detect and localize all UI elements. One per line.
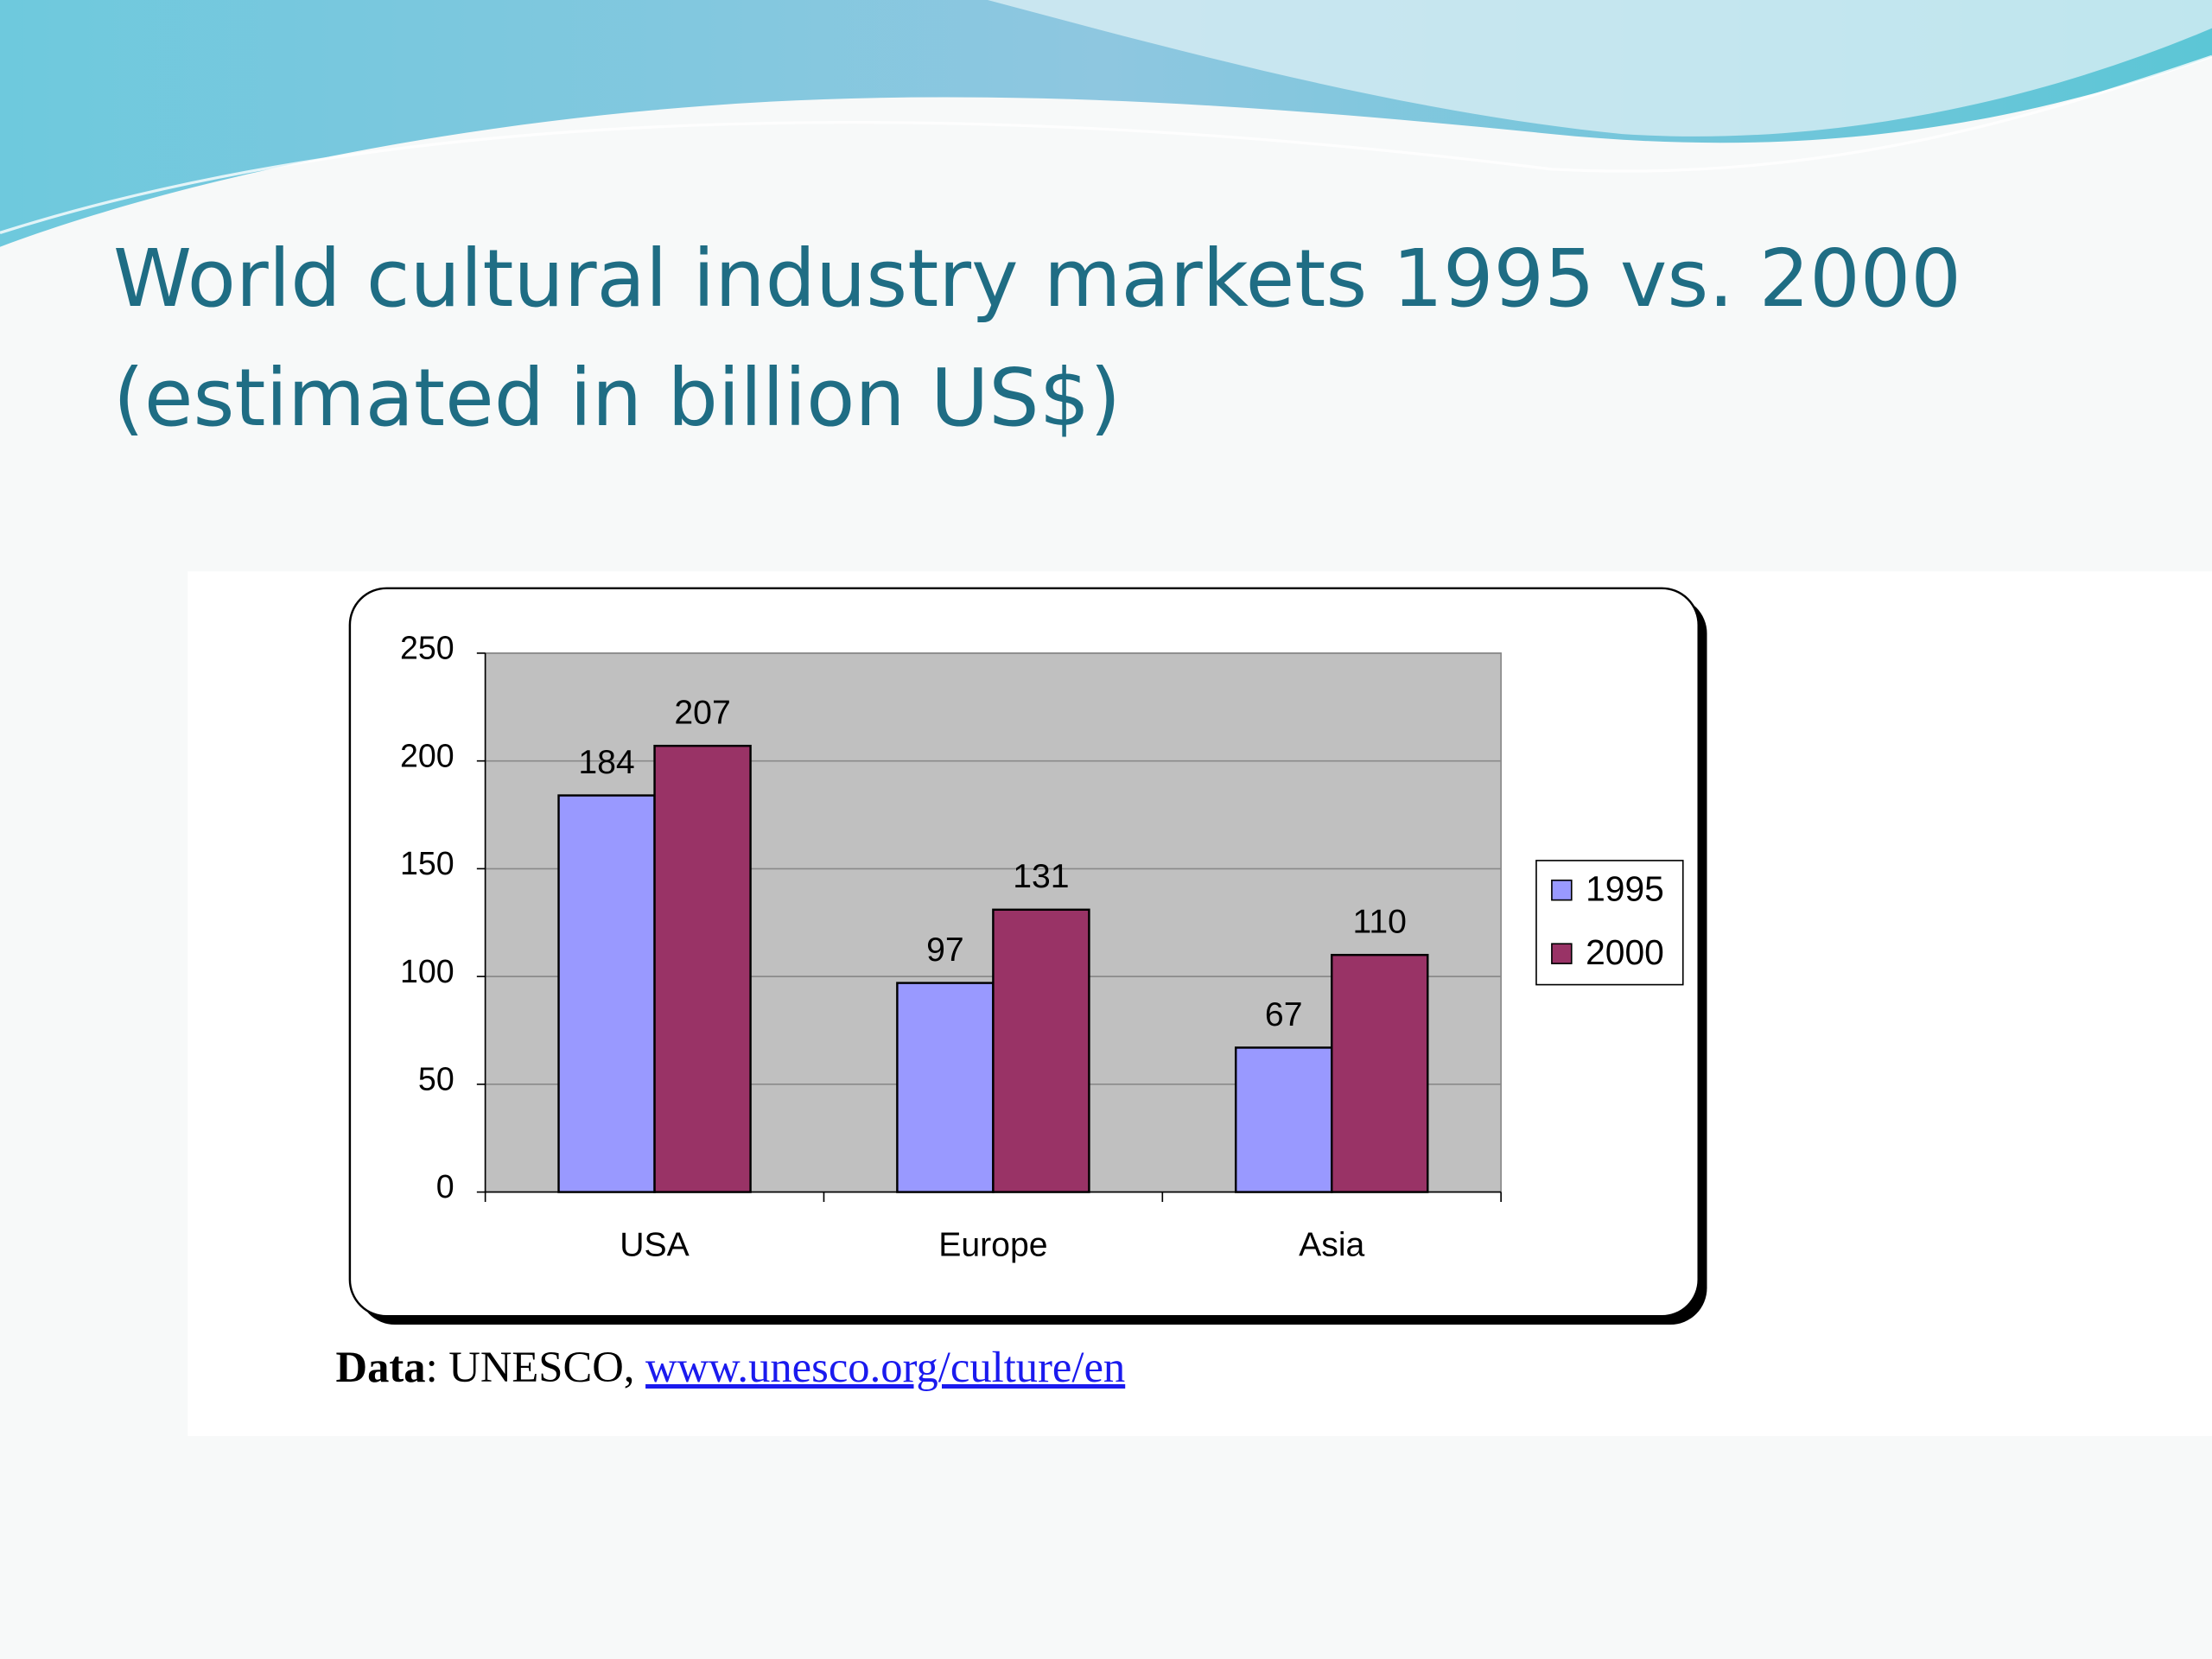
data-label: 184: [578, 744, 634, 781]
legend-swatch: [1551, 879, 1573, 901]
header-wave-line: [0, 54, 2212, 234]
data-label: 131: [1013, 858, 1069, 895]
bar: [653, 744, 752, 1193]
y-tick-label: 0: [436, 1168, 454, 1205]
x-tick-label: Asia: [1299, 1227, 1364, 1264]
slide-title: World cultural industry markets 1995 vs.…: [113, 232, 1961, 444]
y-tick-label: 50: [418, 1061, 454, 1097]
header-wave-light: [987, 0, 2212, 137]
bar: [557, 794, 656, 1193]
data-label: 207: [674, 695, 730, 732]
data-label: 67: [1265, 996, 1303, 1033]
data-label: 110: [1353, 904, 1407, 941]
y-tick-label: 200: [400, 737, 454, 773]
legend-swatch: [1551, 943, 1573, 964]
x-tick-label: Europe: [938, 1227, 1047, 1264]
source-link[interactable]: www.unesco.org/culture/en: [645, 1343, 1125, 1391]
data-label: 97: [926, 931, 964, 969]
source-label: Data: [336, 1343, 426, 1391]
x-tick-label: USA: [620, 1227, 690, 1264]
y-tick-label: 150: [400, 845, 454, 881]
bar: [896, 982, 995, 1193]
source-text: : UNESCO,: [426, 1343, 645, 1391]
bar: [1234, 1046, 1333, 1193]
source-note: Data: UNESCO, www.unesco.org/culture/en: [336, 1343, 1126, 1391]
legend-label: 1995: [1586, 869, 1664, 909]
y-tick-label: 100: [400, 953, 454, 989]
y-tick-label: 250: [400, 630, 454, 666]
bar: [992, 908, 1090, 1193]
legend-label: 2000: [1586, 932, 1664, 972]
bar: [1331, 953, 1429, 1193]
